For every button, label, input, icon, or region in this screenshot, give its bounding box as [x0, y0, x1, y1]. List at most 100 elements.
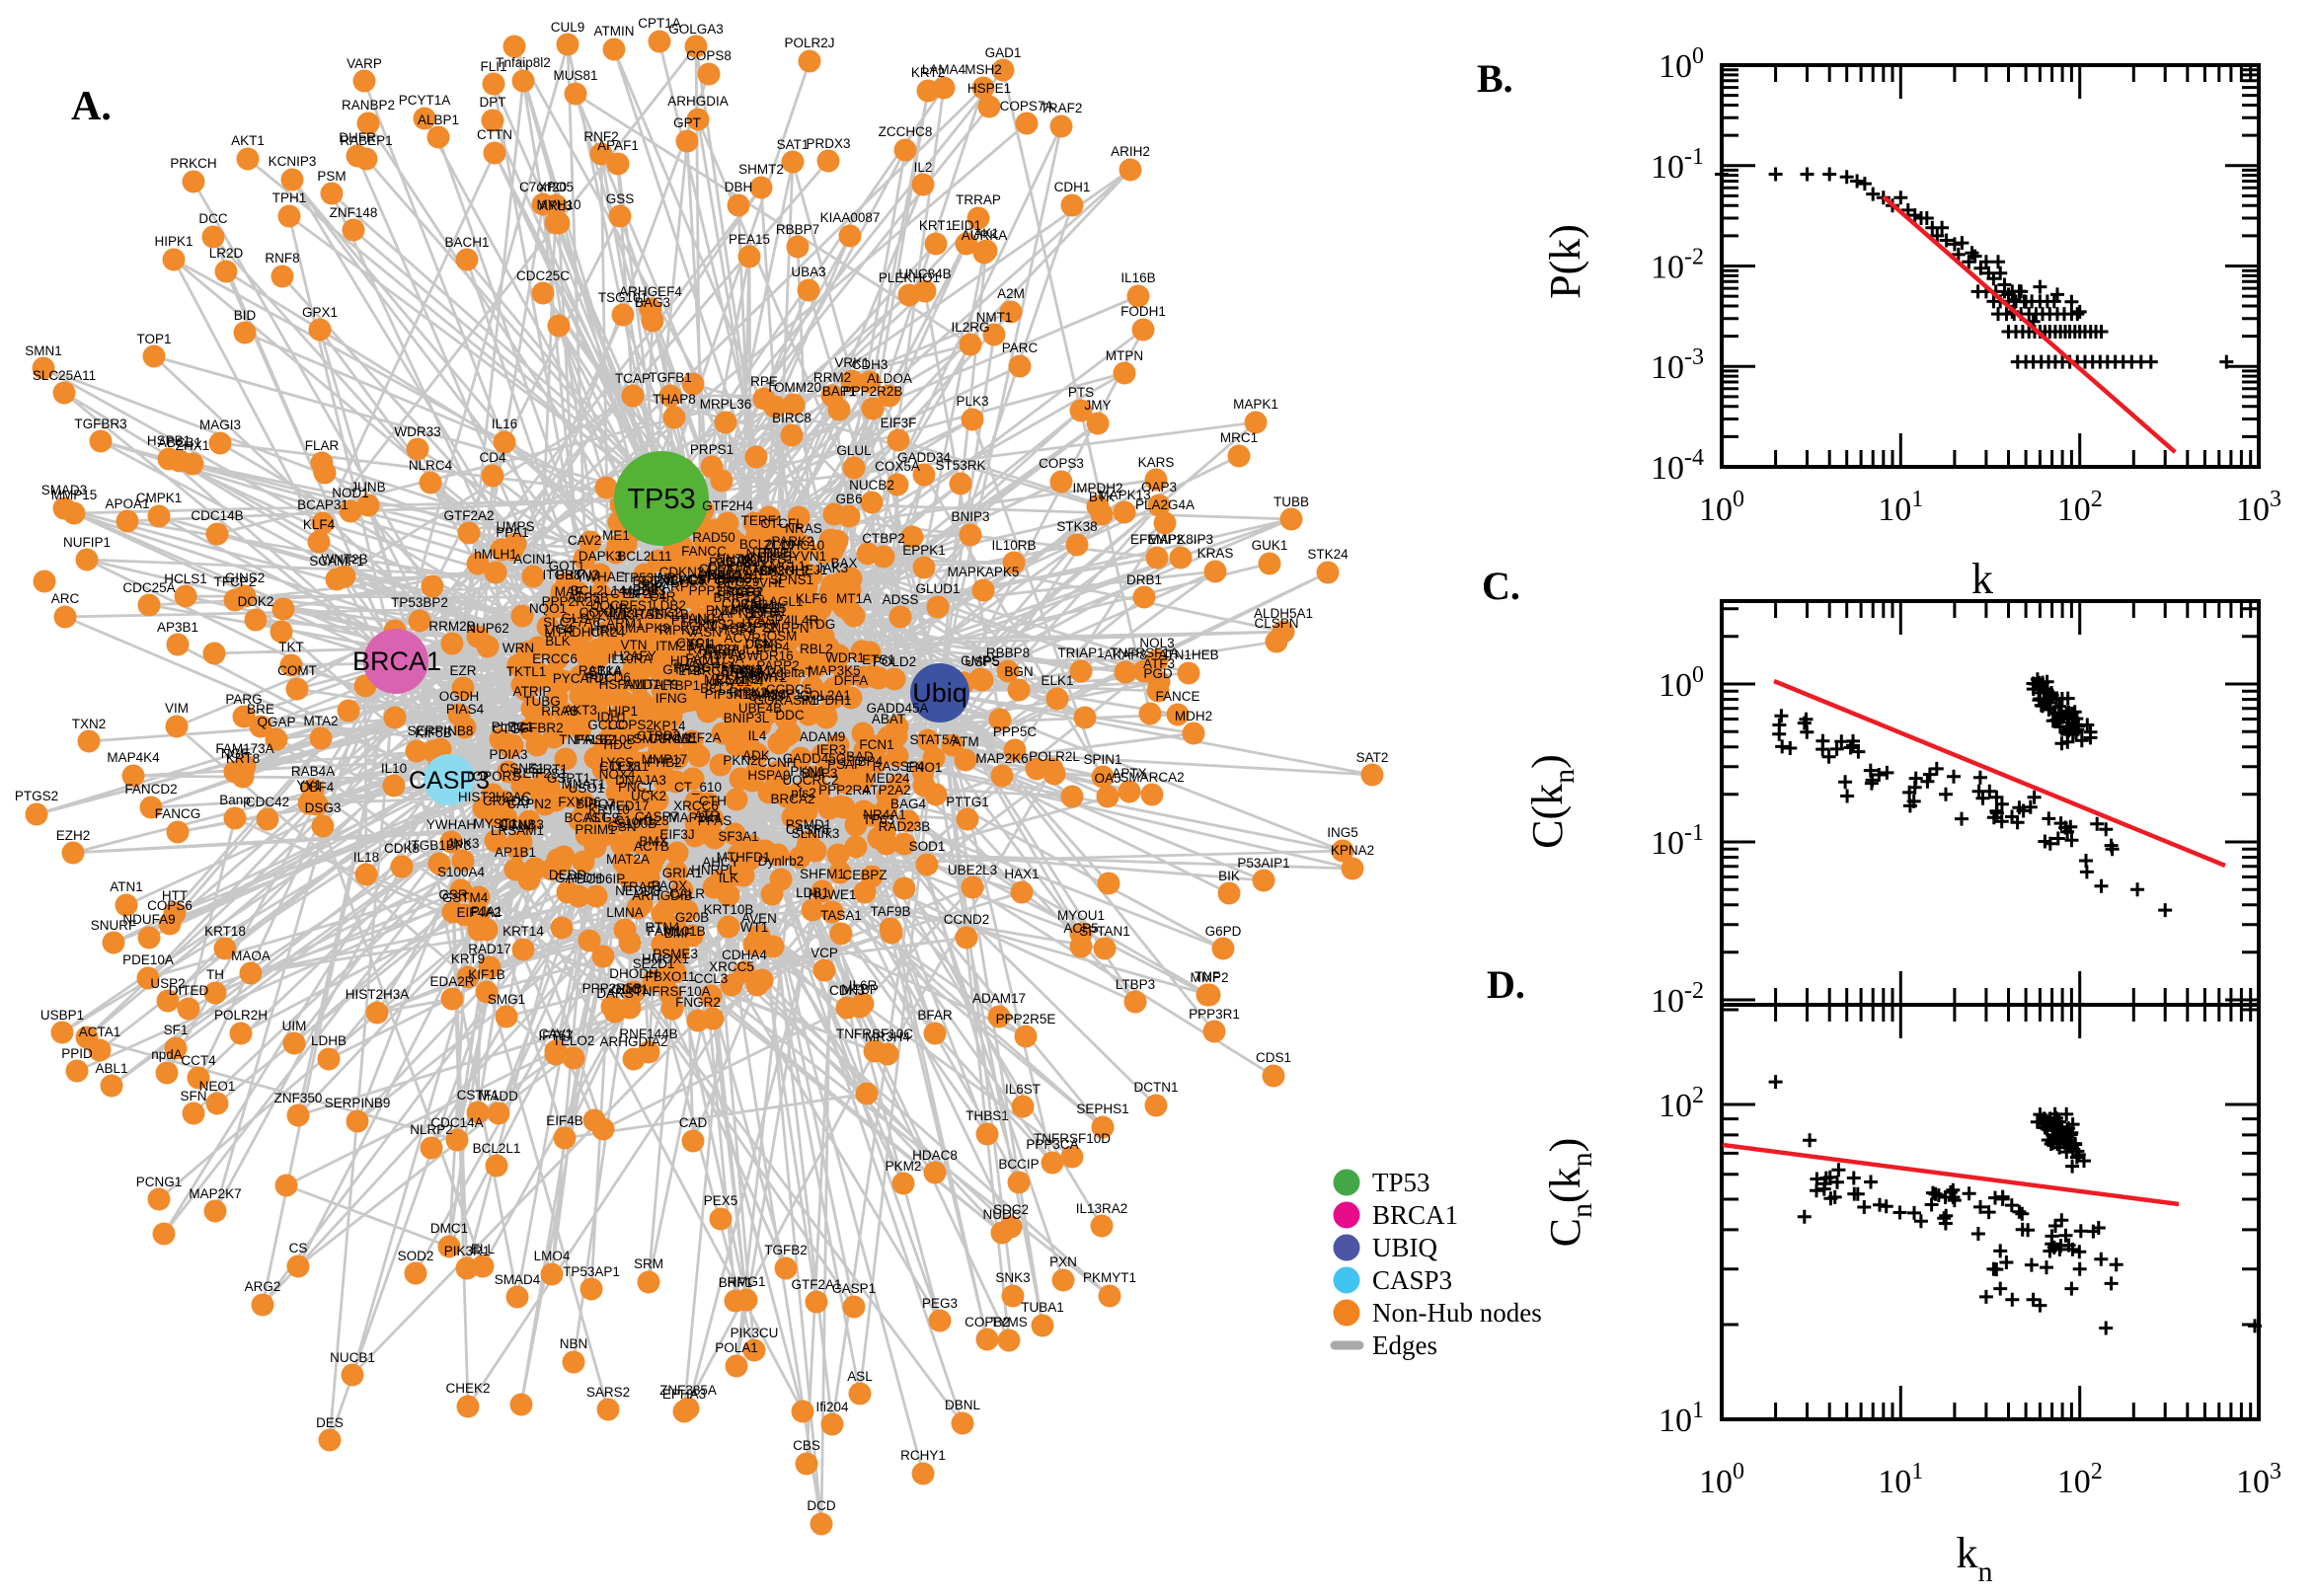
- svg-text:UBIQ: UBIQ: [1372, 1233, 1437, 1262]
- svg-text:RBL2: RBL2: [800, 642, 833, 656]
- svg-text:EPHA3: EPHA3: [662, 1387, 706, 1402]
- svg-text:PRTN3: PRTN3: [556, 568, 599, 582]
- svg-text:ARHGDIA2: ARHGDIA2: [599, 1034, 667, 1049]
- svg-text:KARS: KARS: [1138, 455, 1175, 470]
- svg-text:CYCS: CYCS: [668, 572, 706, 587]
- svg-text:TEX11: TEX11: [609, 759, 649, 774]
- svg-text:RNF8: RNF8: [265, 251, 299, 266]
- svg-text:PLK3: PLK3: [956, 394, 988, 409]
- svg-text:TCAP: TCAP: [615, 371, 651, 386]
- svg-text:MED17: MED17: [604, 798, 649, 813]
- svg-text:SRM: SRM: [634, 1256, 663, 1271]
- svg-text:CPT1A: CPT1A: [638, 16, 681, 31]
- svg-text:BNIP3L: BNIP3L: [724, 711, 770, 725]
- svg-text:CR2: CR2: [736, 584, 763, 599]
- svg-text:OAP3: OAP3: [1141, 480, 1177, 494]
- svg-text:MMP2: MMP2: [1190, 970, 1228, 985]
- svg-text:KRAS: KRAS: [1197, 546, 1234, 561]
- svg-text:PLEC1: PLEC1: [492, 720, 534, 734]
- svg-text:Igk-V21-4: Igk-V21-4: [706, 674, 764, 689]
- svg-text:LIG4: LIG4: [544, 622, 574, 637]
- svg-text:EDA2R: EDA2R: [429, 974, 474, 989]
- svg-text:CDK8: CDK8: [384, 841, 420, 856]
- svg-text:PTHLH: PTHLH: [671, 613, 715, 628]
- svg-text:GTF2A1: GTF2A1: [791, 1277, 841, 1292]
- svg-text:PLEKHO1: PLEKHO1: [879, 270, 940, 285]
- svg-text:RRAS: RRAS: [541, 704, 579, 719]
- svg-text:MAP4K4: MAP4K4: [107, 750, 160, 765]
- svg-text:PPID: PPID: [61, 1046, 93, 1061]
- svg-text:KRT1: KRT1: [919, 218, 953, 233]
- svg-text:SIVA1: SIVA1: [748, 668, 785, 683]
- svg-text:PPP3CA: PPP3CA: [1026, 1137, 1078, 1152]
- svg-text:NUCB1: NUCB1: [330, 1350, 375, 1365]
- svg-text:PKN2: PKN2: [723, 753, 757, 768]
- svg-text:NLRP2: NLRP2: [410, 1122, 453, 1137]
- svg-text:ETS1: ETS1: [862, 652, 895, 667]
- svg-text:EZH2: EZH2: [56, 828, 91, 843]
- svg-text:ST53RK: ST53RK: [935, 458, 985, 473]
- svg-text:Edges: Edges: [1372, 1330, 1437, 1360]
- svg-text:CD4: CD4: [479, 450, 505, 465]
- svg-text:EIF3J: EIF3J: [659, 827, 694, 842]
- svg-text:GMNN: GMNN: [726, 555, 766, 570]
- svg-text:ITGB8: ITGB8: [542, 568, 580, 582]
- svg-text:CMPK1: CMPK1: [136, 491, 183, 505]
- svg-text:KLF4: KLF4: [303, 517, 336, 532]
- svg-text:STK38: STK38: [1056, 519, 1097, 534]
- svg-text:NDUFA9: NDUFA9: [122, 912, 175, 927]
- svg-text:DRB1: DRB1: [1126, 572, 1162, 587]
- svg-text:RAD50: RAD50: [692, 530, 735, 545]
- svg-text:ZNF385A: ZNF385A: [659, 1383, 717, 1398]
- svg-text:Cn(kn): Cn(kn): [1541, 1138, 1598, 1248]
- svg-text:IDH1: IDH1: [597, 710, 628, 724]
- svg-text:DCN: DCN: [744, 637, 773, 651]
- svg-text:WT1: WT1: [740, 920, 769, 935]
- svg-text:PFAS: PFAS: [698, 813, 733, 828]
- svg-text:APTX: APTX: [1112, 766, 1146, 781]
- svg-text:SEPHS1: SEPHS1: [1076, 1102, 1128, 1116]
- svg-text:DEDD: DEDD: [549, 868, 587, 882]
- svg-text:ARHGDIB: ARHGDIB: [632, 888, 693, 903]
- svg-text:FANCG: FANCG: [155, 806, 201, 821]
- svg-text:ALBP1: ALBP1: [418, 113, 459, 127]
- svg-text:PSAP: PSAP: [827, 757, 863, 772]
- svg-text:UNC84B: UNC84B: [898, 266, 951, 281]
- svg-text:DFFA: DFFA: [834, 673, 869, 688]
- svg-text:C7orf20: C7orf20: [519, 180, 567, 194]
- svg-text:MR3H4: MR3H4: [865, 1029, 910, 1044]
- svg-text:RTN4: RTN4: [645, 920, 680, 935]
- svg-text:CCL3: CCL3: [694, 971, 729, 986]
- svg-text:B.: B.: [1477, 56, 1513, 101]
- svg-text:ATN1: ATN1: [110, 879, 143, 894]
- svg-text:RAD17: RAD17: [468, 942, 511, 956]
- svg-text:GSTM4: GSTM4: [442, 890, 489, 905]
- svg-text:MAPK11: MAPK11: [731, 600, 782, 615]
- svg-text:DBF4: DBF4: [300, 780, 335, 795]
- svg-text:HIPK1: HIPK1: [154, 234, 193, 249]
- svg-text:NDUFS1: NDUFS1: [740, 552, 794, 567]
- svg-text:BRIP1: BRIP1: [713, 590, 751, 605]
- svg-text:CDK3: CDK3: [829, 983, 865, 998]
- svg-text:DSG3: DSG3: [305, 800, 342, 815]
- svg-text:PDCD6: PDCD6: [585, 670, 631, 685]
- svg-text:BNIP3: BNIP3: [951, 509, 989, 524]
- svg-text:GCLC: GCLC: [587, 718, 625, 732]
- svg-text:RPE: RPE: [750, 374, 778, 389]
- svg-text:CTBD2: CTBD2: [637, 728, 680, 743]
- svg-text:LTBP3: LTBP3: [1116, 977, 1155, 992]
- svg-text:GB6: GB6: [835, 492, 862, 506]
- svg-text:TSG101: TSG101: [598, 290, 648, 305]
- svg-text:CAPN1: CAPN1: [711, 606, 755, 621]
- svg-text:MED24: MED24: [865, 771, 910, 786]
- svg-text:EZR: EZR: [450, 663, 477, 678]
- svg-text:DDB1: DDB1: [698, 568, 733, 582]
- svg-text:SH3GL2: SH3GL2: [758, 564, 810, 578]
- svg-text:RIPK1: RIPK1: [658, 623, 697, 638]
- svg-text:A.: A.: [71, 84, 112, 129]
- svg-text:CRADD: CRADD: [483, 794, 530, 808]
- svg-text:CCNH: CCNH: [758, 755, 797, 770]
- svg-text:PKN1: PKN1: [790, 764, 824, 779]
- svg-text:PRDX3: PRDX3: [806, 136, 850, 151]
- svg-text:GSN: GSN: [607, 819, 636, 834]
